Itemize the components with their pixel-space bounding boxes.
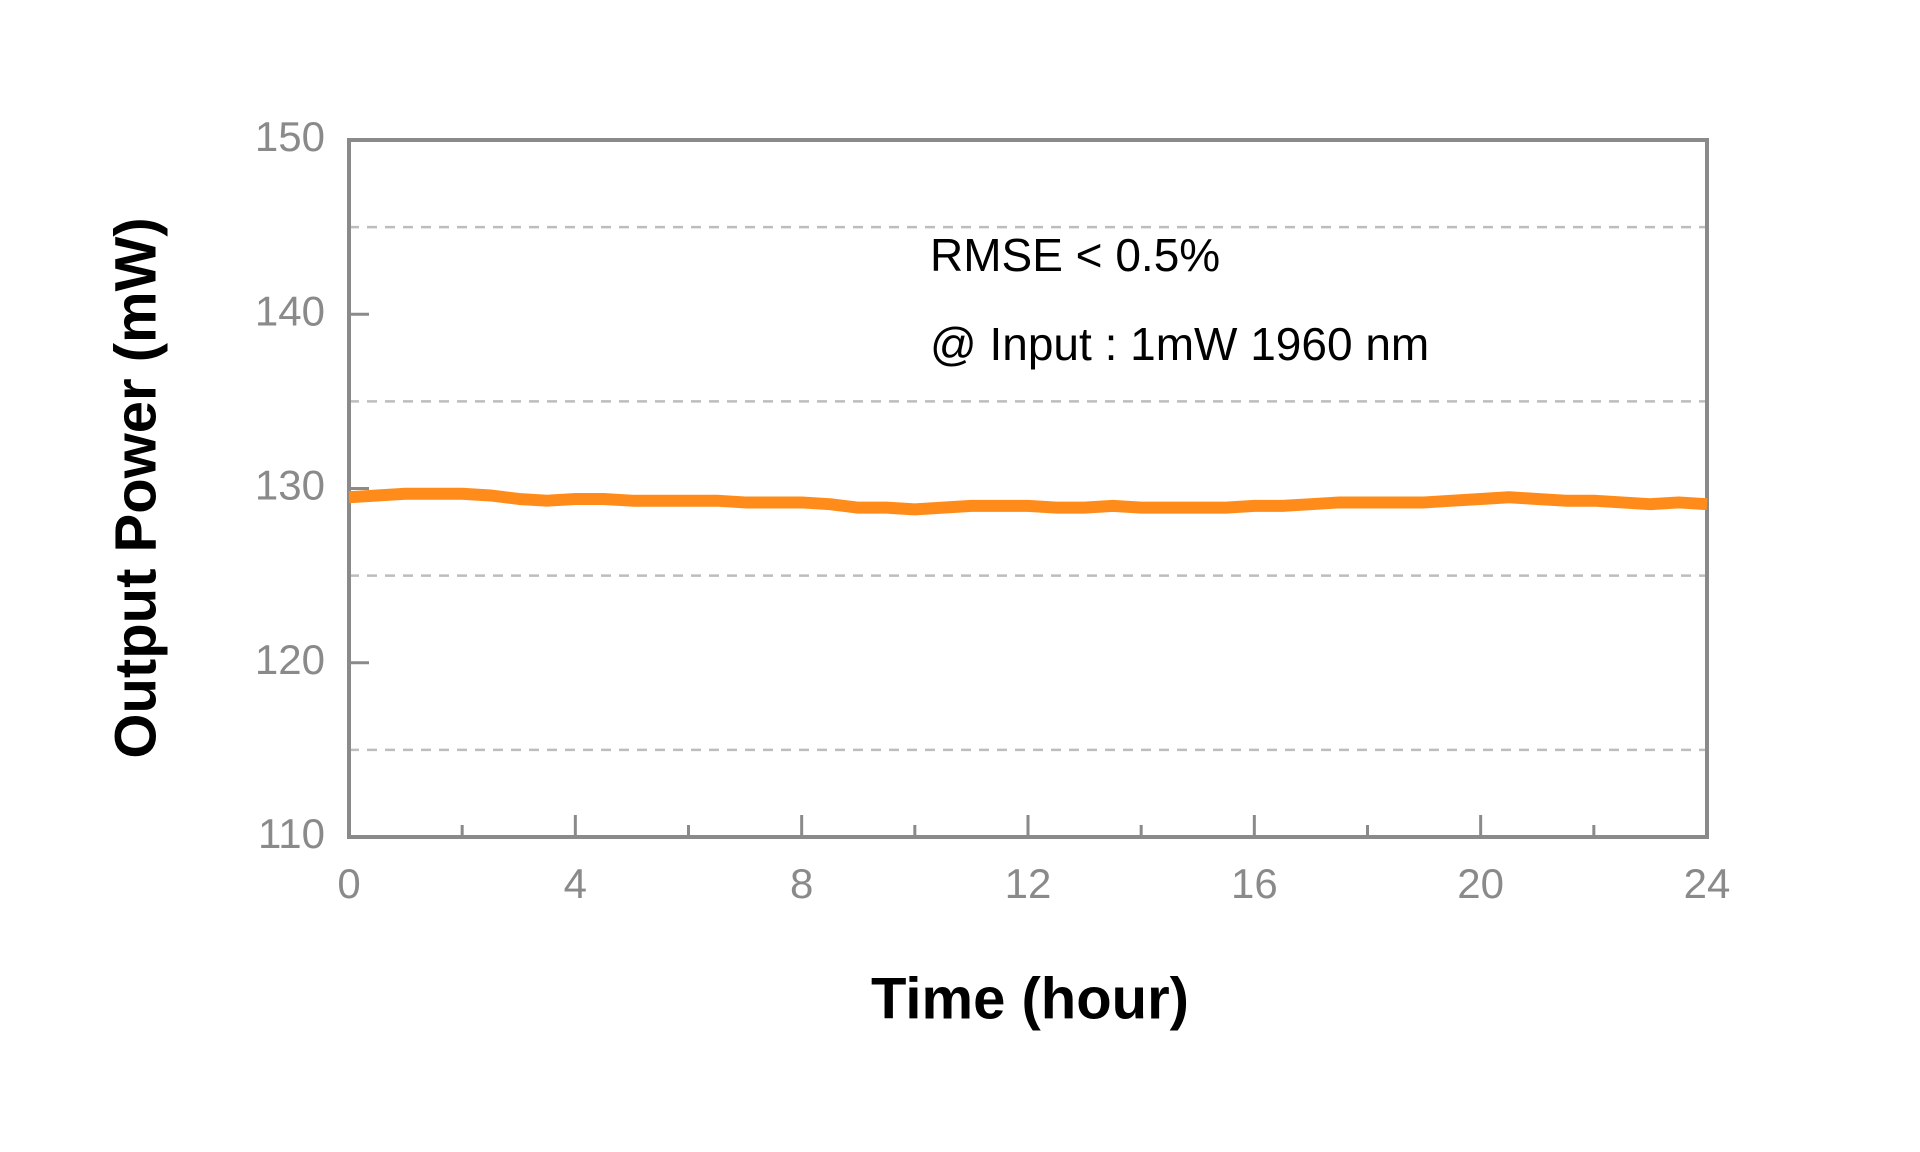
plot-frame xyxy=(347,138,1709,839)
y-tick-label: 110 xyxy=(258,810,325,857)
y-tick-label: 150 xyxy=(255,113,325,160)
annotation: @ Input : 1mW 1960 nm xyxy=(930,318,1429,370)
y-tick-label: 130 xyxy=(255,462,325,509)
y-tick-label: 140 xyxy=(255,287,325,334)
y-tick-label: 120 xyxy=(255,636,325,683)
x-tick-label: 0 xyxy=(337,860,360,907)
x-axis-title: Time (hour) xyxy=(871,966,1189,1031)
x-tick-label: 24 xyxy=(1684,860,1731,907)
x-tick-label: 20 xyxy=(1457,860,1504,907)
x-tick-label: 16 xyxy=(1231,860,1278,907)
data-line xyxy=(348,487,1708,516)
x-tick-label: 4 xyxy=(564,860,587,907)
x-tick-label: 8 xyxy=(790,860,813,907)
annotation: RMSE < 0.5% xyxy=(930,229,1220,281)
x-tick-label: 12 xyxy=(1005,860,1052,907)
y-axis-title: Output Power (mW) xyxy=(103,217,168,758)
